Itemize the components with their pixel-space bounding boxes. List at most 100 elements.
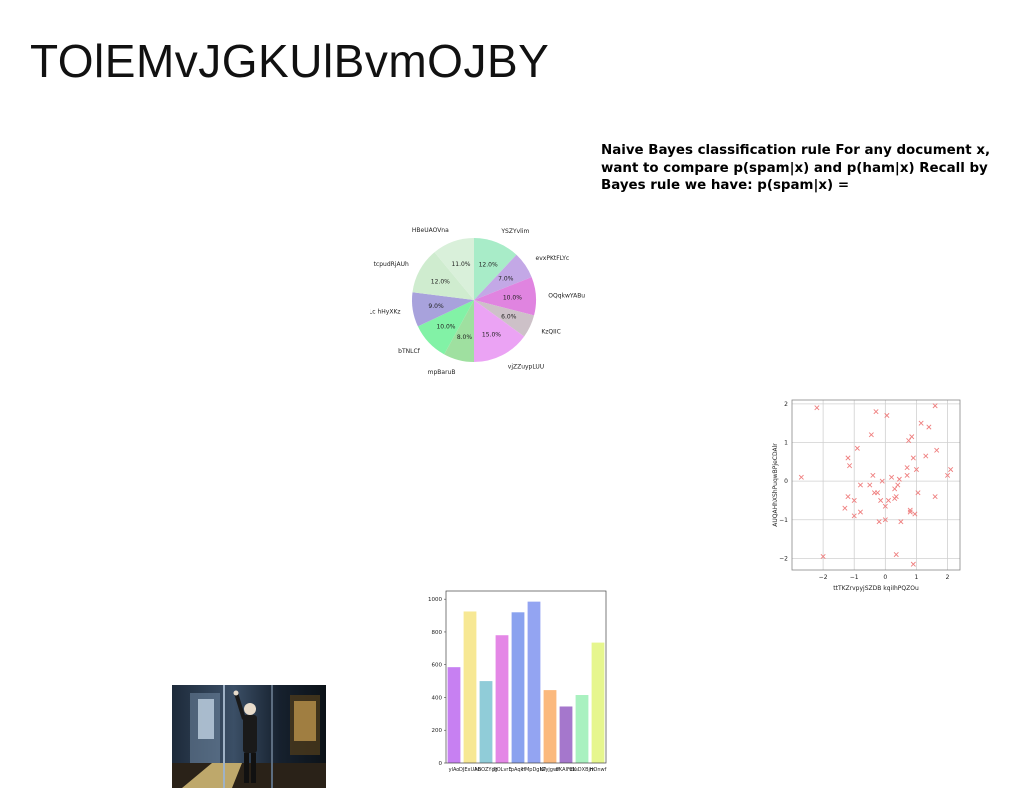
- bar-x-tick-label: jPOLvrE: [491, 767, 511, 773]
- scatter-point-stroke: [851, 497, 857, 503]
- scatter-point-stroke: [867, 482, 873, 488]
- scatter-point-stroke: [868, 432, 874, 438]
- scatter-point-stroke: [915, 490, 921, 496]
- scatter-point: [898, 519, 904, 525]
- pie-slice: [412, 292, 474, 327]
- pie-slice-label: KzQIIC: [541, 329, 561, 336]
- pie-slice-label: HBeUAOVna: [412, 227, 449, 234]
- scatter-point: [845, 455, 851, 461]
- scatter-point: [868, 432, 874, 438]
- scatter-x-tick-label: −2: [819, 574, 828, 581]
- scatter-point-stroke: [845, 494, 851, 500]
- bar-frame: [445, 590, 607, 764]
- scatter-point: [910, 455, 916, 461]
- scatter-point: [923, 453, 929, 459]
- pie-slice-label: vjZZuypLUU: [508, 363, 544, 370]
- scatter-point: [820, 553, 826, 559]
- bar-x-tick-label: tZyjgwF: [540, 767, 560, 773]
- scatter-point: [910, 561, 916, 567]
- scatter-point-stroke: [882, 503, 888, 509]
- scatter-point: [857, 482, 863, 488]
- scatter-point-stroke: [934, 447, 940, 453]
- pie-slice: [474, 238, 517, 300]
- slide-text: Naive Bayes classification rule For any …: [601, 143, 991, 193]
- pie-value-label: 6.0%: [501, 313, 517, 320]
- scatter-point: [876, 519, 882, 525]
- scatter-point-stroke: [923, 453, 929, 459]
- scatter-point-stroke: [918, 420, 924, 426]
- scatter-point: [893, 552, 899, 558]
- bar-x-tick-label: ylAo: [449, 767, 460, 773]
- bar: [559, 706, 573, 763]
- bar: [591, 642, 605, 763]
- scatter-point: [889, 474, 895, 480]
- pie-value-label: 8.0%: [457, 334, 473, 341]
- scatter-point: [882, 517, 888, 523]
- scatter-x-tick-label: 1: [915, 574, 919, 581]
- scatter-point-stroke: [926, 424, 932, 430]
- scatter-point: [895, 482, 901, 488]
- scatter-point-stroke: [907, 509, 913, 515]
- pie-slice: [444, 300, 474, 362]
- scatter-y-tick-label: −2: [779, 555, 788, 562]
- scatter-point-stroke: [893, 552, 899, 558]
- bar: [527, 601, 541, 763]
- scatter-x-axis-label: ttTKZrvpyjSZDB kqiIhPQZOu: [833, 585, 919, 592]
- scatter-point-stroke: [884, 412, 890, 418]
- scatter-point-stroke: [814, 405, 820, 411]
- scatter-point: [875, 490, 881, 496]
- scatter-point: [851, 497, 857, 503]
- scatter-point: [906, 438, 912, 444]
- scatter-point-stroke: [876, 519, 882, 525]
- pie-value-label: 15.0%: [482, 331, 501, 338]
- scatter-point: [882, 503, 888, 509]
- scatter-point: [912, 511, 918, 517]
- pie-slice-label: YSZYvlim: [500, 228, 529, 235]
- scatter-point: [873, 409, 879, 415]
- scatter-point: [926, 424, 932, 430]
- pie-slice-label: mpBaruB: [428, 369, 456, 376]
- scatter-point-stroke: [913, 467, 919, 473]
- scatter-point-stroke: [857, 509, 863, 515]
- bar: [543, 690, 557, 763]
- bar-y-tick-label: 600: [432, 663, 443, 669]
- scatter-point: [885, 497, 891, 503]
- bar: [495, 635, 509, 763]
- scatter-point-stroke: [945, 472, 951, 478]
- scatter-point: [907, 507, 913, 513]
- bar-y-tick-label: 400: [432, 695, 443, 701]
- pie-slice: [434, 238, 474, 300]
- bar: [447, 667, 461, 763]
- pie-value-label: 9.0%: [428, 303, 444, 310]
- bar-x-tick-label: hMpDgNP: [522, 767, 546, 773]
- scatter-point-stroke: [932, 494, 938, 500]
- scatter-point-stroke: [847, 463, 853, 469]
- bar: [463, 611, 477, 763]
- slide-title: TOlEMvJGKUlBvmOJBY: [30, 35, 550, 87]
- scatter-point: [896, 476, 902, 482]
- scatter-point: [847, 463, 853, 469]
- scatter-point-stroke: [906, 438, 912, 444]
- scatter-point-stroke: [889, 474, 895, 480]
- scatter-point: [904, 472, 910, 478]
- scatter-y-tick-label: 0: [784, 478, 788, 485]
- scatter-frame: [791, 399, 961, 571]
- bar-x-tick-label: HOnwf: [590, 767, 607, 773]
- scatter-point-stroke: [878, 497, 884, 503]
- scatter-point-stroke: [904, 465, 910, 471]
- scatter-point-stroke: [896, 476, 902, 482]
- pie-slice-label: bTNLCf: [398, 348, 420, 355]
- bar: [511, 612, 525, 763]
- scatter-point-stroke: [909, 434, 915, 440]
- scatter-y-axis-label: AUQAHhXShPuqwBPjeCDAlr: [772, 443, 779, 527]
- pie-slice: [474, 300, 525, 362]
- bar-y-tick-label: 200: [432, 728, 443, 734]
- scatter-point-stroke: [798, 474, 804, 480]
- scatter-point: [879, 478, 885, 484]
- pie-value-label: 10.0%: [503, 295, 522, 302]
- scatter-point-stroke: [898, 519, 904, 525]
- bar-x-tick-label: pAqkf: [511, 767, 526, 773]
- scatter-point-stroke: [910, 455, 916, 461]
- scatter-point: [878, 497, 884, 503]
- bar-y-tick-label: 800: [432, 630, 443, 636]
